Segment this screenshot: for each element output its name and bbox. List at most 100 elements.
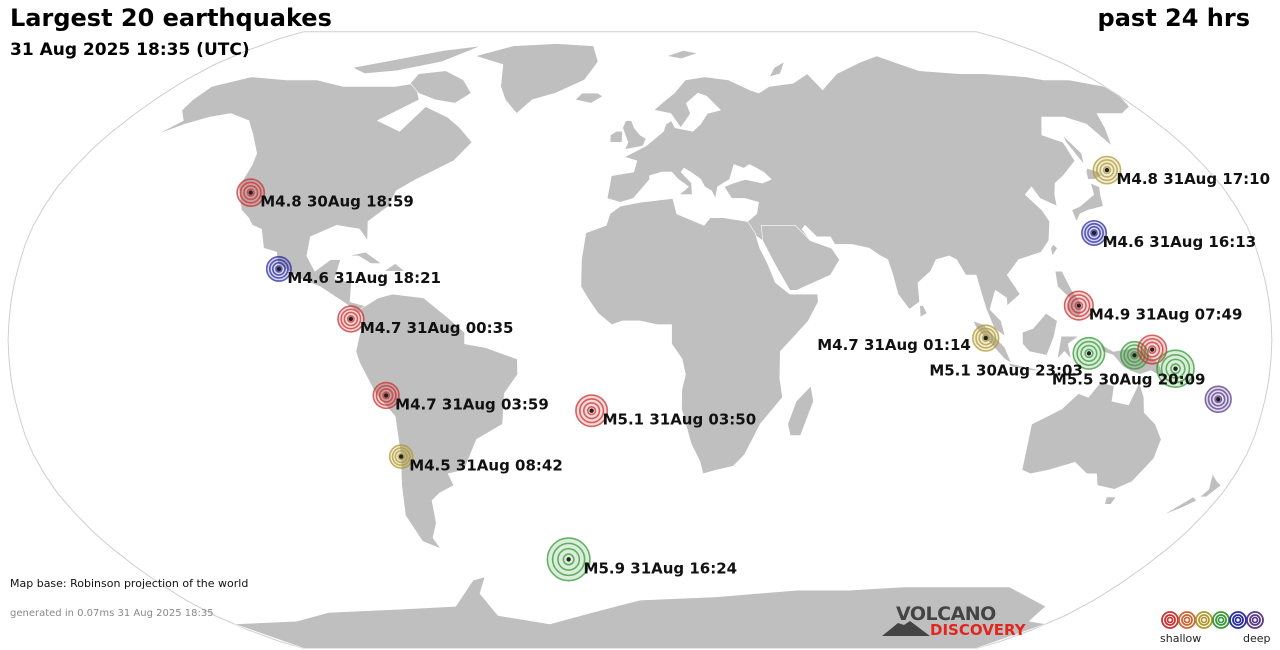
- earthquake-marker-q11[interactable]: M4.7 31Aug 01:14: [817, 324, 1000, 354]
- earthquake-marker-q1[interactable]: M4.8 30Aug 18:59: [236, 178, 414, 211]
- earthquake-marker-q6[interactable]: M5.1 31Aug 03:50: [575, 394, 757, 429]
- epicenter-dot: [1173, 366, 1178, 371]
- legend-depth-ring: [1215, 614, 1227, 626]
- logo-text-volcano: VOLCANO: [896, 603, 996, 625]
- earthquake-ring: [1070, 297, 1087, 314]
- land-cuba: [347, 251, 382, 264]
- earthquake-ring: [1144, 341, 1161, 358]
- earthquake-ring: [579, 398, 605, 424]
- land-north-america: [155, 76, 473, 314]
- land-antarctica: [234, 576, 1046, 649]
- earthquake-ring: [343, 311, 359, 327]
- map-date: 31 Aug 2025 18:35 (UTC): [10, 40, 250, 60]
- earthquake-ring: [1140, 338, 1164, 362]
- earthquake-marker-q9[interactable]: M4.6 31Aug 16:13: [1081, 219, 1257, 251]
- legend-depth-ring: [1212, 611, 1230, 629]
- legend-depth-ring: [1249, 614, 1261, 626]
- earthquake-marker-q5[interactable]: M4.5 31Aug 08:42: [388, 444, 563, 475]
- earthquake-label: M4.7 31Aug 01:14: [817, 336, 971, 354]
- volcano-icon: [882, 621, 930, 636]
- earthquake-ring: [1123, 344, 1146, 367]
- earthquake-ring: [1084, 223, 1104, 243]
- land-arctic-islands: [352, 45, 482, 74]
- logo-text-discovery: DISCOVERY: [930, 621, 1026, 639]
- legend-depth-ring: [1251, 616, 1259, 624]
- earthquake-ring: [583, 402, 601, 420]
- land-europe: [606, 55, 1130, 337]
- earthquake-label: M4.7 31Aug 03:59: [395, 395, 549, 413]
- earthquake-marker-q14[interactable]: [1137, 334, 1168, 365]
- earthquake-ring: [1214, 395, 1223, 404]
- earthquake-marker-q4[interactable]: M4.7 31Aug 03:59: [372, 381, 549, 414]
- earthquake-marker-q12[interactable]: M5.1 30Aug 23:03: [929, 336, 1106, 380]
- earthquake-ring: [1126, 347, 1143, 363]
- land-greenland: [475, 43, 599, 114]
- land-novaya-zemlya: [769, 61, 785, 78]
- earthquake-label: M4.8 30Aug 18:59: [260, 193, 414, 211]
- earthquake-ring: [1102, 165, 1112, 175]
- earthquake-label: M4.7 31Aug 00:35: [360, 319, 514, 337]
- earthquake-ring: [1099, 162, 1115, 178]
- earthquake-ring: [391, 447, 411, 467]
- land-taiwan: [1050, 244, 1058, 257]
- earthquake-ring: [978, 330, 994, 346]
- volcano-discovery-logo[interactable]: VOLCANO DISCOVERY: [880, 603, 1040, 643]
- earthquake-ring: [586, 406, 597, 416]
- earthquake-ring: [397, 452, 405, 461]
- land-baffin: [410, 70, 472, 104]
- epicenter-dot: [1091, 230, 1097, 236]
- earthquake-ring: [1076, 340, 1102, 366]
- earthquake-ring: [346, 314, 355, 323]
- earthquake-label: M4.9 31Aug 07:49: [1089, 306, 1243, 324]
- epicenter-dot: [276, 266, 282, 272]
- legend-depth-ring: [1161, 611, 1179, 629]
- earthquake-marker-q15[interactable]: M5.5 30Aug 20:09: [1052, 349, 1206, 389]
- earthquake-marker-q3[interactable]: M4.7 31Aug 00:35: [337, 305, 514, 337]
- earthquake-marker-q7[interactable]: M5.9 31Aug 16:24: [546, 537, 737, 582]
- earthquake-ring: [271, 261, 286, 276]
- earthquake-ring: [1170, 363, 1181, 375]
- depth-legend: shallow deep: [1158, 608, 1271, 648]
- legend-depth-ring: [1234, 616, 1242, 624]
- land-iceland: [575, 92, 603, 104]
- land-sri-lanka: [919, 305, 928, 318]
- earthquake-label: M5.5 30Aug 20:09: [1052, 371, 1206, 389]
- earthquake-ring: [557, 547, 581, 571]
- land-sakhalin: [1062, 134, 1085, 165]
- earthquake-ring: [1087, 226, 1101, 240]
- earthquake-marker-q16[interactable]: [1204, 385, 1232, 413]
- earthquake-label: M4.6 31Aug 16:13: [1103, 233, 1257, 251]
- legend-depth-ring: [1183, 616, 1191, 624]
- epicenter-dot: [1086, 351, 1092, 356]
- earthquake-ring: [1147, 345, 1157, 354]
- land-borneo: [1022, 312, 1058, 356]
- earthquake-ring: [246, 188, 255, 197]
- legend-depth-ring: [1198, 614, 1210, 626]
- land-svalbard: [666, 50, 698, 60]
- epicenter-dot: [348, 316, 354, 322]
- legend-depth-ring: [1246, 611, 1264, 629]
- land-sulawesi: [1056, 335, 1079, 360]
- legend-depth-ring: [1232, 614, 1244, 626]
- time-period: past 24 hrs: [1097, 4, 1250, 32]
- earthquake-ring: [1210, 391, 1226, 407]
- earthquake-marker-q2[interactable]: M4.6 31Aug 18:21: [265, 255, 441, 287]
- earthquake-ring: [1090, 229, 1098, 237]
- land-uk: [622, 120, 647, 150]
- legend-depth-ring: [1166, 616, 1174, 624]
- earthquake-marker-q10[interactable]: M4.9 31Aug 07:49: [1063, 290, 1243, 324]
- legend-depth-ring: [1217, 616, 1225, 624]
- land-tasmania: [1104, 496, 1117, 505]
- epicenter-dot: [248, 190, 253, 195]
- earthquake-ring: [1074, 301, 1084, 310]
- legend-depth-ring: [1181, 614, 1193, 626]
- earthquake-marker-q8[interactable]: M4.8 31Aug 17:10: [1092, 155, 1270, 188]
- legend-depth-ring: [1178, 611, 1196, 629]
- land-australia: [1021, 381, 1162, 490]
- earthquake-ring: [1095, 159, 1118, 182]
- earthquake-ring: [243, 185, 259, 201]
- earthquake-ring: [340, 308, 362, 330]
- earthquake-label: M5.1 31Aug 03:50: [603, 411, 757, 429]
- land-japan-honshu: [1071, 182, 1104, 222]
